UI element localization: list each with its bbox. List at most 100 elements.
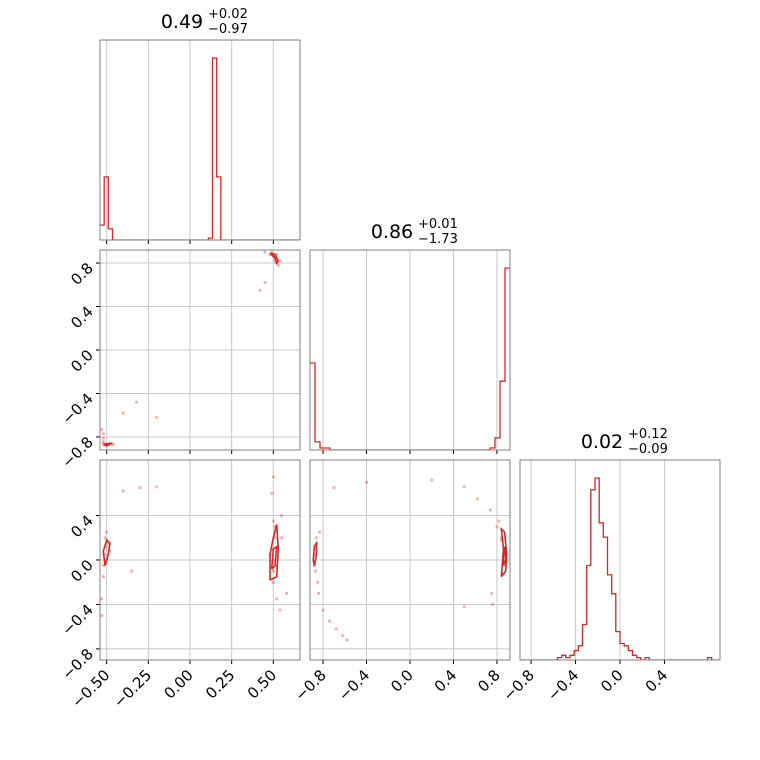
- scatter-panel-1-2: [309, 459, 511, 664]
- sample-point: [488, 508, 493, 512]
- sample-point: [270, 491, 274, 495]
- sample-point: [314, 536, 319, 540]
- x-tick-label: −0.8: [499, 666, 537, 704]
- scatter-panel-0-1: [96, 249, 301, 454]
- panel-title: 0.02: [581, 431, 623, 453]
- y-tick-label: −0.4: [58, 601, 96, 639]
- sample-point: [101, 575, 105, 579]
- y-tick-label: 0.8: [67, 259, 97, 289]
- scatter-panel-0-2: [96, 459, 301, 664]
- sample-point: [475, 497, 479, 501]
- y-tick-label: −0.4: [58, 390, 96, 428]
- sample-point: [491, 602, 495, 607]
- sample-point: [313, 569, 318, 573]
- sample-point: [105, 530, 109, 534]
- hist-panel-1: 0.86 +0.01−1.73: [309, 217, 511, 454]
- x-tick-label: 0.50: [244, 666, 280, 702]
- sample-point: [101, 436, 105, 440]
- sample-point: [316, 580, 320, 584]
- sample-point: [280, 513, 284, 518]
- sample-point: [263, 281, 267, 285]
- sample-point: [130, 569, 134, 573]
- density-contour: [103, 442, 113, 447]
- panel-frame: [99, 249, 301, 451]
- sample-point: [327, 619, 332, 623]
- sample-point: [103, 536, 107, 540]
- sample-point: [271, 580, 275, 584]
- density-contour: [502, 546, 507, 566]
- sample-point: [321, 608, 325, 612]
- sample-point: [495, 525, 499, 529]
- sample-point: [271, 519, 275, 523]
- sample-point: [111, 442, 115, 447]
- sample-point: [135, 400, 139, 404]
- panel-frame: [309, 249, 511, 451]
- panel-title: 0.86: [371, 221, 413, 243]
- x-tick-label: 0.4: [431, 666, 461, 696]
- sample-point: [271, 475, 275, 479]
- density-contour: [270, 545, 278, 570]
- sample-point: [155, 415, 159, 419]
- density-contour: [269, 524, 280, 581]
- x-tick-label: 0.00: [160, 666, 196, 702]
- density-contour: [312, 540, 318, 566]
- panel-frame: [99, 39, 301, 241]
- sample-point: [318, 530, 322, 534]
- sample-point: [100, 427, 104, 431]
- hist-panel-2: 0.02 +0.12−0.09: [519, 427, 721, 664]
- sample-point: [364, 480, 369, 484]
- sample-point: [489, 591, 494, 595]
- y-tick-label: 0.4: [67, 303, 97, 333]
- panel-frame: [309, 459, 511, 661]
- title-plus-error: +0.02: [208, 7, 248, 22]
- sample-point: [138, 486, 142, 490]
- sample-point: [345, 638, 349, 642]
- y-tick-label: 0.0: [67, 346, 97, 376]
- histogram-line: [520, 477, 720, 660]
- sample-point: [263, 250, 267, 254]
- y-tick-label: 0.0: [67, 556, 97, 586]
- sample-point: [121, 489, 125, 493]
- sample-point: [258, 288, 262, 292]
- title-minus-error: −0.09: [628, 442, 668, 457]
- sample-point: [121, 411, 125, 415]
- panel-frame: [99, 459, 301, 661]
- panel-title: 0.49: [161, 11, 203, 33]
- title-plus-error: +0.12: [628, 427, 668, 442]
- histogram-line: [100, 57, 300, 240]
- title-plus-error: +0.01: [418, 217, 458, 232]
- x-tick-label: −0.4: [544, 666, 582, 704]
- x-tick-label: −0.25: [110, 666, 155, 711]
- sample-point: [317, 591, 321, 595]
- x-tick-label: 0.0: [597, 666, 627, 696]
- sample-point: [276, 263, 280, 267]
- sample-point: [100, 597, 104, 601]
- y-tick-label: 0.4: [67, 512, 97, 542]
- sample-point: [341, 633, 345, 638]
- sample-point: [155, 485, 159, 489]
- sample-point: [497, 519, 501, 523]
- title-minus-error: −1.73: [418, 232, 458, 247]
- sample-point: [275, 597, 279, 601]
- x-tick-label: −0.4: [335, 666, 373, 704]
- sample-point: [280, 536, 284, 540]
- y-tick-label: −0.8: [58, 433, 96, 471]
- sample-point: [101, 439, 105, 443]
- hist-panel-0: 0.49 +0.02−0.97: [99, 7, 301, 244]
- sample-point: [101, 432, 105, 436]
- sample-point: [334, 627, 338, 631]
- x-tick-label: 0.0: [387, 666, 417, 696]
- sample-point: [278, 259, 282, 263]
- sample-point: [462, 485, 466, 489]
- x-tick-label: 0.4: [642, 666, 672, 696]
- density-contour: [102, 538, 111, 566]
- title-minus-error: −0.97: [208, 22, 248, 37]
- x-tick-label: 0.25: [202, 666, 238, 702]
- sample-point: [100, 613, 104, 618]
- sample-point: [105, 545, 109, 549]
- x-tick-label: −0.8: [291, 666, 329, 704]
- sample-point: [285, 591, 289, 595]
- sample-point: [271, 569, 275, 573]
- sample-point: [462, 605, 466, 609]
- sample-point: [430, 478, 434, 482]
